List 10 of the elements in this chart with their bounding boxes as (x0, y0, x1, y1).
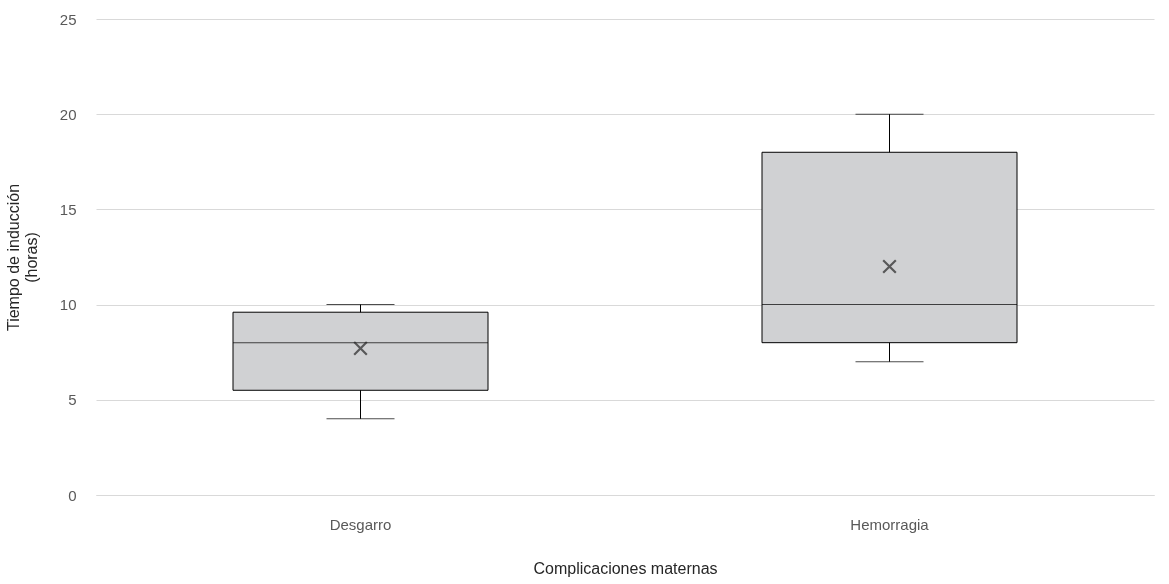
y-axis-title: Tiempo de inducción (horas) (4, 183, 40, 332)
y-tick-label: 20 (59, 105, 77, 123)
y-tick-label: 5 (68, 391, 77, 409)
x-tick-label: Desgarro (329, 515, 392, 533)
y-tick-label: 10 (59, 296, 77, 314)
x-tick-label: Hemorragia (850, 515, 930, 533)
x-axis-title: Complicaciones maternas (533, 559, 718, 577)
y-tick-label: 0 (68, 486, 77, 504)
y-tick-label: 15 (59, 200, 77, 218)
y-tick-label: 25 (59, 10, 77, 28)
